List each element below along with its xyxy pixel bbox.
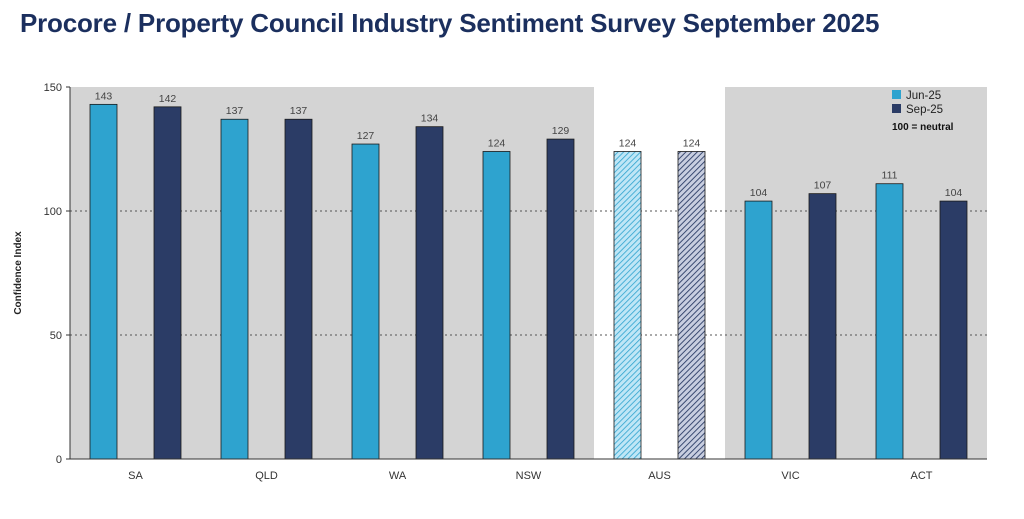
- legend-label-jun-25: Jun-25: [906, 90, 941, 102]
- chart-title: Procore / Property Council Industry Sent…: [20, 8, 880, 38]
- data-label-qld-sep-25: 137: [290, 105, 308, 117]
- data-label-sa-sep-25: 142: [159, 93, 177, 105]
- y-tick-label: 100: [44, 206, 62, 218]
- y-axis-title: Confidence Index: [13, 231, 24, 315]
- bar-act-jun-25: [875, 183, 904, 460]
- x-tick-label-sa: SA: [128, 470, 143, 482]
- data-label-qld-jun-25: 137: [226, 105, 244, 117]
- legend-label-sep-25: Sep-25: [906, 104, 943, 116]
- bar-sa-sep-25: [153, 106, 182, 460]
- legend-swatch-sep-25: [892, 104, 901, 113]
- data-label-act-sep-25: 104: [945, 187, 963, 199]
- bar-qld-sep-25: [284, 118, 313, 460]
- x-tick-label-qld: QLD: [255, 470, 278, 482]
- legend-note: 100 = neutral: [892, 122, 954, 133]
- x-tick-label-wa: WA: [389, 470, 407, 482]
- data-label-vic-jun-25: 104: [750, 187, 768, 199]
- bar-vic-sep-25: [808, 193, 837, 460]
- data-label-nsw-sep-25: 129: [552, 125, 570, 137]
- x-tick-label-vic: VIC: [781, 470, 799, 482]
- bar-nsw-jun-25: [482, 151, 511, 460]
- bar-act-sep-25: [939, 200, 968, 460]
- data-label-sa-jun-25: 143: [95, 90, 113, 102]
- y-tick-label: 50: [50, 330, 62, 342]
- bar-wa-jun-25: [351, 143, 380, 460]
- legend-swatch-jun-25: [892, 90, 901, 99]
- y-tick-label: 150: [44, 82, 62, 94]
- data-label-aus-sep-25: 124: [683, 137, 701, 149]
- data-label-aus-jun-25: 124: [619, 137, 637, 149]
- data-label-nsw-jun-25: 124: [488, 137, 506, 149]
- bar-nsw-sep-25: [546, 138, 575, 460]
- bar-aus-sep-25: [677, 151, 706, 460]
- bar-qld-jun-25: [220, 118, 249, 460]
- data-label-wa-sep-25: 134: [421, 113, 439, 125]
- y-tick-label: 0: [56, 454, 62, 466]
- x-tick-label-aus: AUS: [648, 470, 671, 482]
- data-label-vic-sep-25: 107: [814, 180, 832, 192]
- x-tick-label-nsw: NSW: [516, 470, 542, 482]
- bar-wa-sep-25: [415, 126, 444, 460]
- bar-vic-jun-25: [744, 200, 773, 460]
- bar-sa-jun-25: [89, 103, 118, 460]
- x-tick-label-act: ACT: [911, 470, 933, 482]
- data-label-act-jun-25: 111: [882, 170, 898, 182]
- data-label-wa-jun-25: 127: [357, 130, 375, 142]
- bar-aus-jun-25: [613, 151, 642, 460]
- plot-background: [70, 87, 987, 459]
